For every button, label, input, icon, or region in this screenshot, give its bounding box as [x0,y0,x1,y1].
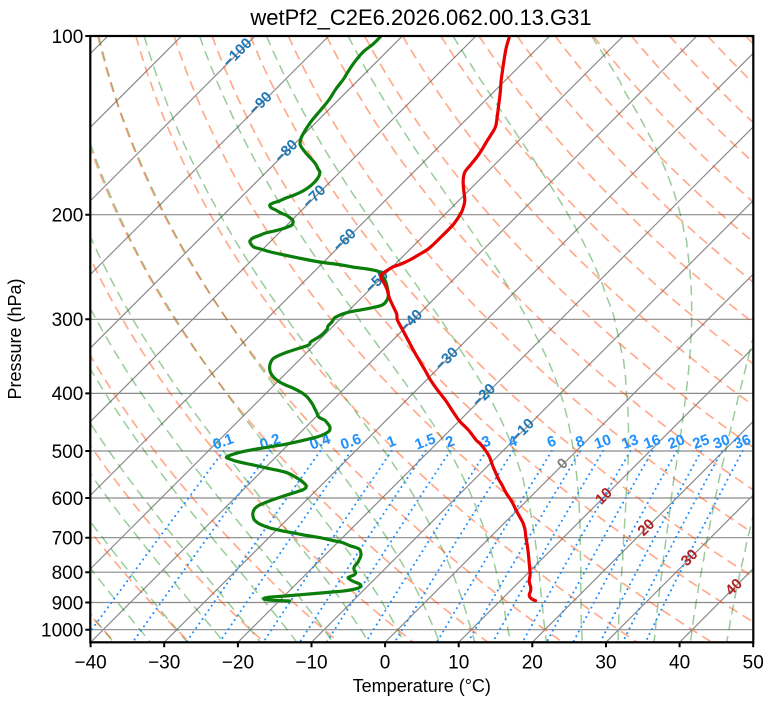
svg-text:900: 900 [52,593,84,614]
svg-text:50: 50 [743,652,764,673]
svg-text:0.1: 0.1 [211,430,236,453]
svg-text:400: 400 [52,384,84,405]
svg-text:0: 0 [380,652,391,673]
svg-text:100: 100 [52,27,84,48]
svg-text:300: 300 [52,310,84,331]
svg-text:30: 30 [595,652,616,673]
svg-text:10: 10 [592,431,613,453]
svg-text:−20: −20 [222,652,254,673]
svg-text:16: 16 [641,431,662,453]
svg-text:10: 10 [448,652,469,673]
svg-text:20: 20 [666,431,687,453]
svg-text:−40: −40 [74,652,106,673]
svg-text:600: 600 [52,489,84,510]
svg-text:Temperature (°C): Temperature (°C) [353,676,491,696]
svg-text:1.5: 1.5 [413,430,438,453]
svg-text:−30: −30 [148,652,180,673]
svg-text:40: 40 [669,652,690,673]
svg-text:20: 20 [522,652,543,673]
svg-text:13: 13 [619,431,640,453]
svg-text:−10: −10 [295,652,327,673]
svg-text:0.4: 0.4 [307,430,333,453]
svg-text:500: 500 [52,442,84,463]
svg-text:700: 700 [52,529,84,550]
svg-text:wetPf2_C2E6.2026.062.00.13.G31: wetPf2_C2E6.2026.062.00.13.G31 [249,5,591,30]
svg-text:800: 800 [52,563,84,584]
svg-text:Pressure (hPa): Pressure (hPa) [5,278,25,399]
svg-text:200: 200 [52,206,84,227]
svg-text:25: 25 [690,431,711,453]
svg-text:36: 36 [732,431,753,453]
svg-text:1000: 1000 [41,621,83,642]
svg-text:30: 30 [711,431,732,453]
svg-text:0.6: 0.6 [338,430,363,453]
